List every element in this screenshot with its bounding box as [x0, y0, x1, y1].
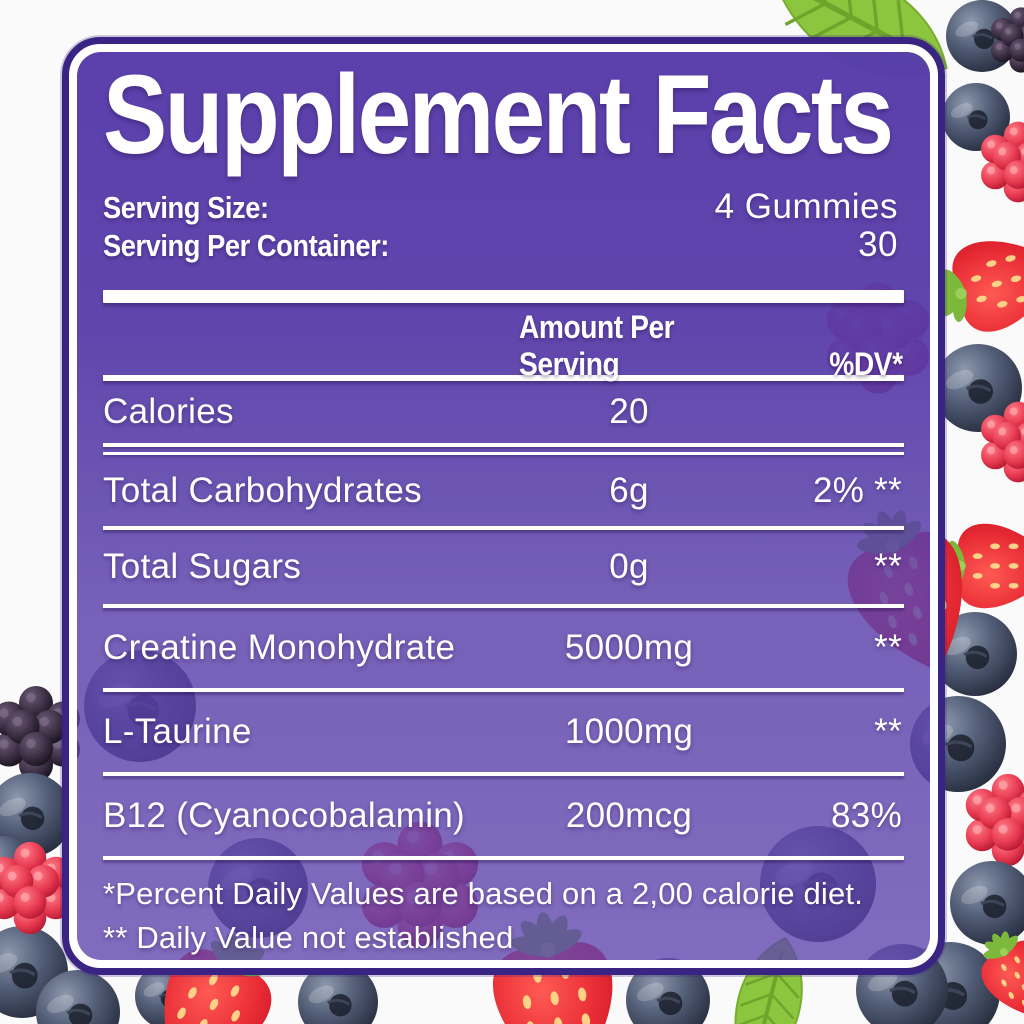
raspberry — [0, 841, 73, 935]
nutrient-amount: 0g — [609, 547, 649, 586]
nutrient-amount: 200mcg — [565, 796, 693, 835]
servings-per-container-label: Serving Per Container: — [103, 228, 389, 263]
strawberry — [981, 931, 1024, 1019]
raspberry — [981, 121, 1024, 203]
nutrient-dv: ** — [874, 628, 902, 667]
nutrient-name: L-Taurine — [103, 712, 252, 751]
supplement-facts-panel: Supplement Facts Serving Size: 4 Gummies… — [62, 37, 945, 975]
raspberry — [965, 773, 1024, 867]
panel-fill: Supplement Facts Serving Size: 4 Gummies… — [77, 52, 930, 960]
amount-column-header: Amount Per Serving — [519, 309, 675, 382]
nutrient-name: Total Carbohydrates — [103, 470, 422, 510]
double-row-divider — [103, 443, 904, 455]
row-divider — [103, 856, 904, 860]
blackberry — [0, 686, 80, 782]
row-divider — [103, 604, 904, 608]
nutrient-dv: 2% ** — [812, 470, 902, 510]
thick-divider — [103, 290, 904, 303]
nutrient-row-l-taurine: L-Taurine 1000mg ** — [103, 692, 904, 772]
serving-size-value: 4 Gummies — [714, 187, 898, 226]
header-divider — [103, 375, 904, 381]
nutrient-row-calories: Calories 20 — [103, 381, 904, 443]
column-header-row: Amount Per Serving %DV* — [103, 303, 904, 382]
footnotes: *Percent Daily Values are based on a 2,0… — [103, 872, 904, 960]
nutrient-row-total-carbohydrates: Total Carbohydrates 6g 2% ** — [103, 455, 904, 526]
nutrient-amount: 20 — [609, 392, 649, 431]
serving-size-row: Serving Size: 4 Gummies — [103, 188, 904, 226]
nutrient-amount: 6g — [609, 470, 649, 510]
nutrient-name: Creatine Monohydrate — [103, 628, 456, 667]
blackberry — [991, 7, 1024, 73]
footnote-not-established: ** Daily Value not established — [103, 920, 514, 955]
blueberry — [942, 83, 1010, 151]
dv-column-header: %DV* — [828, 346, 903, 382]
nutrient-amount: 1000mg — [564, 712, 694, 751]
servings-per-container-value: 30 — [858, 225, 898, 264]
row-divider — [103, 526, 904, 530]
blueberry — [950, 861, 1024, 945]
row-divider — [103, 772, 904, 776]
nutrient-name: Total Sugars — [103, 547, 302, 586]
nutrient-name: B12 (Cyanocobalamin) — [103, 796, 466, 835]
serving-size-label: Serving Size: — [103, 190, 269, 225]
serving-info: Serving Size: 4 Gummies Serving Per Cont… — [103, 188, 904, 264]
nutrient-name: Calories — [103, 392, 234, 431]
row-divider — [103, 688, 904, 692]
nutrient-row-b12: B12 (Cyanocobalamin) 200mcg 83% — [103, 776, 904, 856]
blueberry — [0, 773, 72, 857]
servings-per-container-row: Serving Per Container: 30 — [103, 226, 904, 264]
blueberry — [934, 344, 1022, 432]
nutrient-amount: 5000mg — [564, 628, 694, 667]
blueberry — [36, 970, 120, 1024]
raspberry — [981, 401, 1024, 483]
nutrient-row-total-sugars: Total Sugars 0g ** — [103, 530, 904, 604]
nutrient-dv: 83% — [831, 796, 902, 835]
nutrient-dv: ** — [874, 547, 902, 586]
footnote-percent-dv: *Percent Daily Values are based on a 2,0… — [103, 876, 864, 911]
panel-title: Supplement Facts — [103, 52, 894, 177]
nutrient-dv: ** — [874, 712, 902, 751]
blueberry — [910, 696, 1006, 792]
nutrient-row-creatine-monohydrate: Creatine Monohydrate 5000mg ** — [103, 608, 904, 688]
blueberry — [298, 962, 378, 1024]
